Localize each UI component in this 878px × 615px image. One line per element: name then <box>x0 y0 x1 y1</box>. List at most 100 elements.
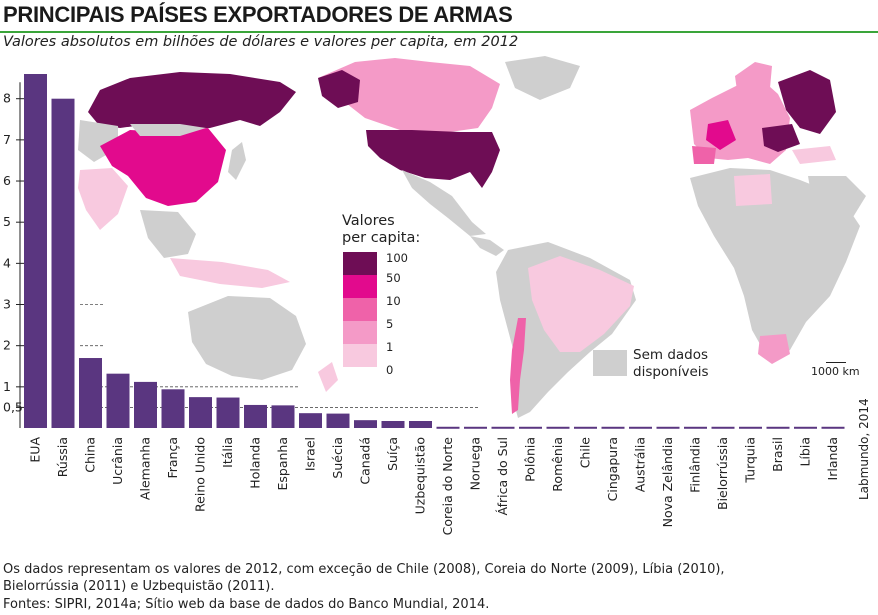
map-canada <box>318 58 500 132</box>
bar <box>436 426 460 429</box>
bar <box>326 413 350 428</box>
bar <box>381 421 405 428</box>
map-usa <box>366 130 500 188</box>
map-japan <box>228 142 246 180</box>
category-label: Irlanda <box>825 437 840 480</box>
map-brazil <box>528 256 634 352</box>
bar <box>134 381 157 428</box>
map-france <box>706 120 736 150</box>
legend-swatch-5 <box>343 321 377 344</box>
y-tick-label: 4 <box>3 255 11 270</box>
bar <box>574 426 597 429</box>
no-data-swatch <box>593 350 627 376</box>
bar <box>354 420 377 428</box>
legend-label-10: 10 <box>386 294 401 308</box>
legend-swatch-1 <box>343 344 377 367</box>
category-label: Canadá <box>358 437 373 485</box>
bar <box>79 358 102 428</box>
bars <box>24 74 845 429</box>
legend-swatch-10 <box>343 298 377 321</box>
bar <box>464 426 487 429</box>
page-title: PRINCIPAIS PAÍSES EXPORTADORES DE ARMAS <box>3 2 513 27</box>
map-india <box>78 168 128 230</box>
map-ukraine <box>762 124 800 152</box>
bar <box>739 426 762 429</box>
category-label: EUA <box>28 437 43 463</box>
category-label: Polônia <box>523 437 538 482</box>
map-alaska <box>318 70 360 108</box>
map-indonesia <box>170 258 290 288</box>
map-turkey <box>792 146 836 164</box>
category-label: Espanha <box>275 437 290 491</box>
map-southeast-asia <box>140 210 196 258</box>
y-axis: 0,5 1 2 3 4 5 6 7 8 <box>3 82 24 428</box>
map-south-africa <box>758 334 790 364</box>
y-tick-label: 0,5 <box>3 399 23 414</box>
category-label: Uzbequistão <box>413 437 428 514</box>
category-label: Noruega <box>468 437 483 490</box>
legend-swatch-100 <box>343 252 377 275</box>
map-new-zealand <box>318 362 338 392</box>
note-line-2: Bielorrússia (2011) e Uzbequistão (2011)… <box>3 579 275 594</box>
y-tick-label: 8 <box>3 91 11 106</box>
category-label: Líbia <box>798 437 813 467</box>
bar <box>794 426 817 429</box>
legend-title-line1: Valores <box>342 213 395 229</box>
bar <box>656 426 680 429</box>
map-chile <box>510 318 526 414</box>
category-label: Chile <box>578 437 593 469</box>
legend-title: Valores per capita: <box>342 213 420 247</box>
bar <box>51 98 75 428</box>
category-label: Ucrânia <box>110 437 125 485</box>
map-russia-europe <box>778 70 836 134</box>
bar <box>821 426 845 429</box>
credit: Labmundo, 2014 <box>857 398 871 500</box>
category-label: Turquia <box>743 437 758 484</box>
category-label: Austrália <box>633 437 648 492</box>
bar <box>684 426 707 429</box>
note-line-3: Fontes: SIPRI, 2014a; Sítio web da base … <box>3 597 490 612</box>
no-data-label-line1: Sem dados <box>633 347 709 363</box>
category-label: Holanda <box>248 437 263 489</box>
bar <box>519 426 542 429</box>
note-line-1: Os dados representam os valores de 2012,… <box>3 562 725 577</box>
map-mexico <box>402 170 486 236</box>
legend-label-100: 100 <box>386 251 408 265</box>
no-data-label: Sem dados disponíveis <box>633 347 743 381</box>
category-label: Cingapura <box>605 437 620 501</box>
title-rule <box>0 31 878 33</box>
bar <box>271 405 295 428</box>
bar <box>24 74 47 428</box>
category-label: Finlândia <box>688 437 703 493</box>
map-china <box>100 128 226 206</box>
bar <box>601 426 625 429</box>
category-label: Bielorrússia <box>715 437 730 510</box>
bar <box>711 426 735 429</box>
legend-label-50: 50 <box>386 271 401 285</box>
y-tick-label: 3 <box>3 297 11 312</box>
map-arabia <box>808 176 866 222</box>
map-scale-bar <box>826 362 846 364</box>
bar <box>409 421 432 428</box>
category-label: Reino Unido <box>193 437 208 512</box>
map-australia <box>188 296 306 380</box>
category-label: Rússia <box>55 437 70 477</box>
legend-label-1: 1 <box>386 340 394 354</box>
map-mongolia <box>130 124 206 136</box>
category-label: Israel <box>303 437 318 471</box>
y-tick-label: 6 <box>3 173 11 188</box>
category-label: Romênia <box>550 437 565 492</box>
no-data-label-line2: disponíveis <box>633 364 709 380</box>
category-label: Nova Zelândia <box>660 437 675 527</box>
category-label: Itália <box>220 437 235 468</box>
category-label: Suécia <box>330 437 345 479</box>
legend-label-0: 0 <box>386 363 394 377</box>
category-labels: EUA Rússia China Ucrânia Alemanha França Reino… <box>28 437 841 536</box>
bar <box>216 397 240 428</box>
map-russia <box>88 72 296 130</box>
y-tick-label: 7 <box>3 132 11 147</box>
category-label: França <box>165 437 180 479</box>
category-label: Suíça <box>385 437 400 471</box>
y-tick-label: 5 <box>3 214 11 229</box>
